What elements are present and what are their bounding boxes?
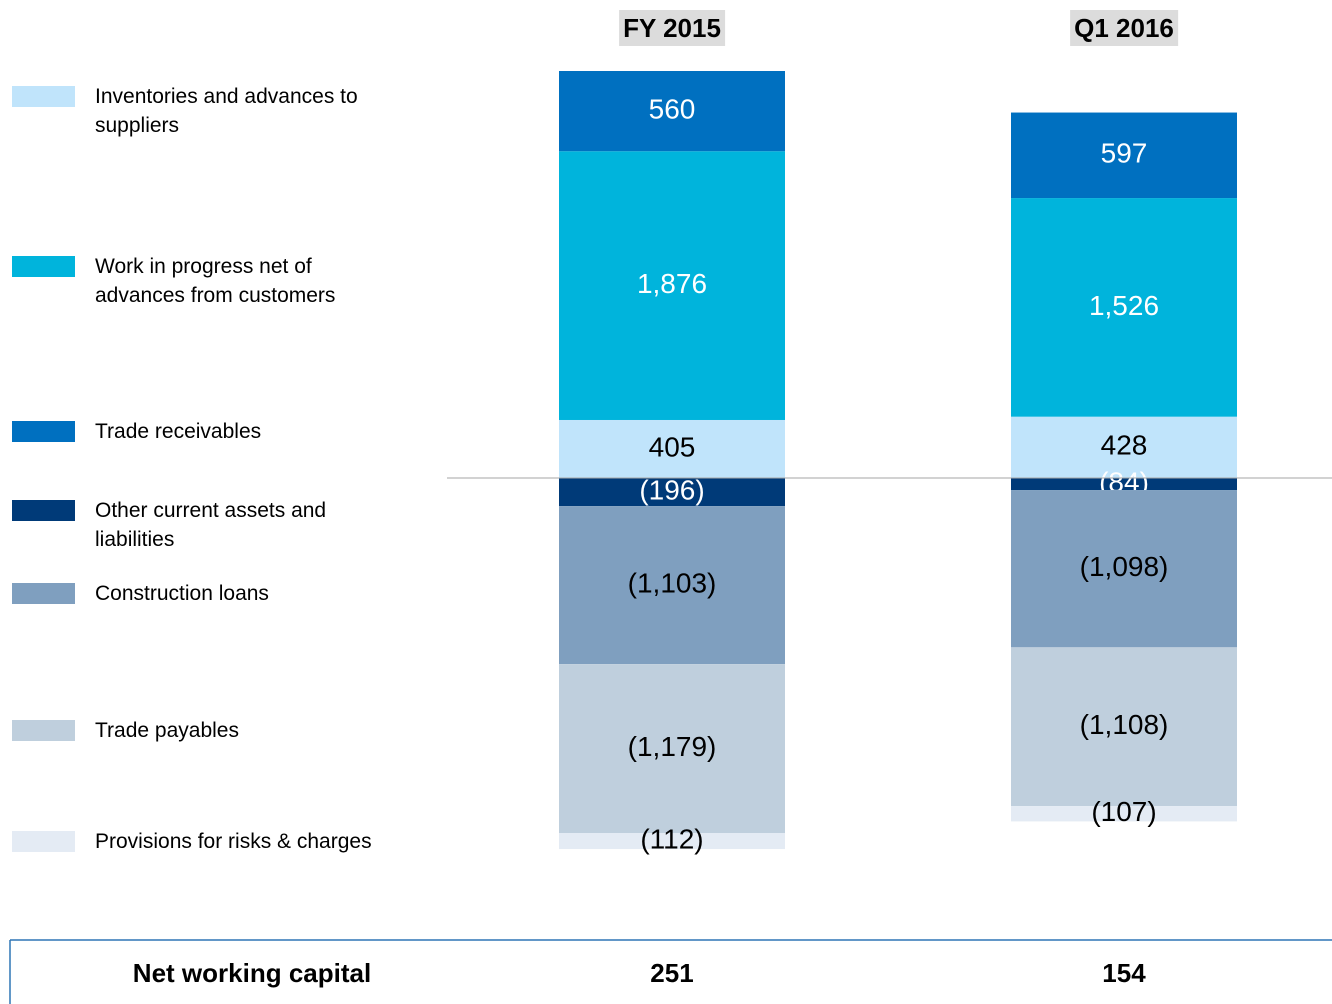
value-label: 597 [1101, 138, 1148, 169]
legend-swatch [12, 583, 75, 604]
legend-label: Trade payables [95, 719, 239, 742]
legend-item: Provisions for risks & charges [0, 830, 395, 856]
bar-segment [559, 70, 785, 152]
legend-swatch [12, 256, 75, 277]
legend-item: Construction loans [0, 582, 395, 608]
legend-label: Other current assets and liabilities [95, 499, 327, 551]
legend-label: Provisions for risks & charges [95, 830, 372, 853]
value-label: 1,526 [1089, 290, 1159, 321]
legend-swatch [12, 831, 75, 852]
bar-segment [559, 506, 785, 665]
value-label: (112) [640, 823, 703, 854]
bar-segment [1011, 478, 1237, 491]
value-label: 428 [1101, 430, 1148, 461]
legend-swatch [12, 720, 75, 741]
value-label: 1,876 [637, 268, 707, 299]
value-label: 405 [649, 431, 696, 462]
legend-item: Trade payables [0, 719, 395, 745]
bar-segment [559, 664, 785, 833]
bar-segment [1011, 647, 1237, 807]
legend-item: Work in progress net of advances from cu… [0, 255, 395, 310]
value-label: (1,108) [1080, 709, 1169, 740]
bar-segment [1011, 416, 1237, 478]
value-label: (1,103) [628, 567, 717, 598]
legend-swatch [12, 421, 75, 442]
bar-segment [559, 478, 785, 507]
value-label: (1,179) [628, 731, 717, 762]
value-label: (107) [1091, 796, 1156, 827]
legend-item: Trade receivables [0, 420, 395, 446]
legend-label: Work in progress net of advances from cu… [95, 255, 336, 307]
value-label: 560 [649, 94, 696, 125]
bar-segment [1011, 198, 1237, 417]
legend-label: Construction loans [95, 582, 269, 605]
bar-segment [1011, 806, 1237, 822]
value-label: (1,098) [1080, 551, 1169, 582]
total-value: 251 [650, 958, 694, 988]
legend-item: Inventories and advances to suppliers [0, 85, 395, 140]
total-label: Net working capital [132, 958, 372, 988]
value-label: (196) [639, 474, 704, 505]
category-label: Q1 2016 [1070, 10, 1178, 46]
bar-segment [1011, 112, 1237, 199]
legend-label: Trade receivables [95, 420, 262, 443]
bar-segment [1011, 490, 1237, 648]
bar-segment [559, 419, 785, 478]
legend-swatch [12, 500, 75, 521]
bar-segment [559, 151, 785, 420]
legend-item: Other current assets and liabilities [0, 499, 395, 554]
legend-label: Inventories and advances to suppliers [95, 85, 358, 137]
total-value: 154 [1102, 958, 1146, 988]
bar-segment [559, 832, 785, 850]
legend-swatch [12, 86, 75, 107]
category-label: FY 2015 [619, 10, 725, 46]
